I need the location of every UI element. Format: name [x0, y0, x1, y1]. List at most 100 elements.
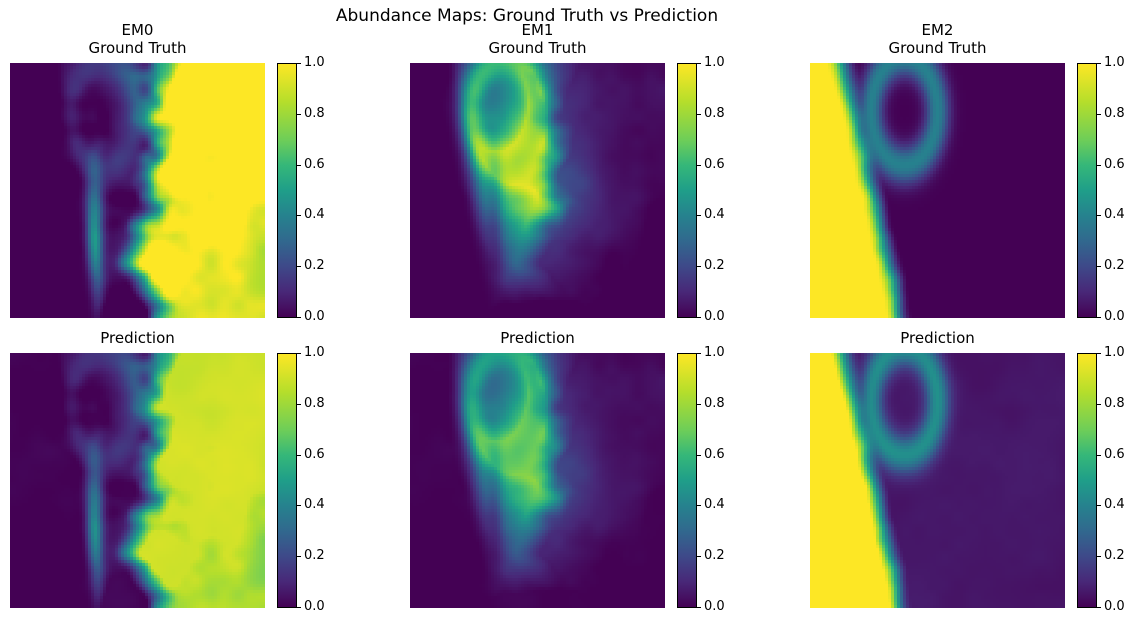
- heatmap-canvas-em2-gt: [810, 63, 1065, 318]
- colorbar-tick-em0-pred-5: [297, 353, 301, 354]
- colorbar-tick-em0-pred-0: [297, 607, 301, 608]
- colorbar-tick-em1-gt-3: [697, 165, 701, 166]
- panel-title-em1-gt-line1: Ground Truth: [488, 39, 587, 57]
- colorbar-tick-label-em2-gt-4: 0.8: [1104, 106, 1125, 121]
- colorbar-tick-label-em0-gt-1: 0.2: [304, 258, 325, 273]
- colorbar-tick-label-em1-gt-1: 0.2: [704, 258, 725, 273]
- colorbar-tick-label-em2-pred-3: 0.6: [1104, 447, 1125, 462]
- colorbar-tick-em2-pred-4: [1097, 404, 1101, 405]
- colorbar-tick-label-em2-pred-2: 0.4: [1104, 497, 1125, 512]
- colorbar-tick-label-em1-pred-5: 1.0: [704, 345, 725, 360]
- colorbar-tick-label-em0-pred-4: 0.8: [304, 396, 325, 411]
- colorbar-tick-label-em0-gt-4: 0.8: [304, 106, 325, 121]
- colorbar-em0-gt: [277, 63, 297, 318]
- colorbar-tick-label-em1-pred-3: 0.6: [704, 447, 725, 462]
- colorbar-tick-em1-pred-5: [697, 353, 701, 354]
- colorbar-tick-label-em0-pred-5: 1.0: [304, 345, 325, 360]
- heatmap-canvas-em1-gt: [410, 63, 665, 318]
- heatmap-em2-gt: [810, 63, 1065, 318]
- heatmap-em0-gt: [10, 63, 265, 318]
- heatmap-em1-gt: [410, 63, 665, 318]
- colorbar-em2-gt: [1077, 63, 1097, 318]
- colorbar-tick-em2-pred-3: [1097, 455, 1101, 456]
- colorbar-tick-em1-gt-4: [697, 114, 701, 115]
- colorbar-tick-em2-pred-1: [1097, 556, 1101, 557]
- colorbar-tick-em2-gt-4: [1097, 114, 1101, 115]
- heatmap-em0-pred: [10, 353, 265, 608]
- colorbar-tick-em1-pred-4: [697, 404, 701, 405]
- colorbar-em2-pred: [1077, 353, 1097, 608]
- colorbar-tick-em1-gt-5: [697, 63, 701, 64]
- colorbar-tick-label-em1-pred-2: 0.4: [704, 497, 725, 512]
- colorbar-em0-pred: [277, 353, 297, 608]
- heatmap-em1-pred: [410, 353, 665, 608]
- heatmap-canvas-em0-gt: [10, 63, 265, 318]
- panel-title-em2-gt-line0: EM2: [921, 21, 954, 39]
- heatmap-canvas-em0-pred: [10, 353, 265, 608]
- colorbar-tick-label-em2-pred-0: 0.0: [1104, 599, 1125, 614]
- colorbar-tick-em0-gt-5: [297, 63, 301, 64]
- colorbar-tick-label-em1-gt-2: 0.4: [704, 207, 725, 222]
- panel-title-em0-gt-line0: EM0: [121, 21, 154, 39]
- colorbar-tick-label-em0-gt-2: 0.4: [304, 207, 325, 222]
- colorbar-tick-em2-gt-0: [1097, 317, 1101, 318]
- colorbar-tick-label-em2-gt-3: 0.6: [1104, 157, 1125, 172]
- colorbar-tick-em1-gt-1: [697, 266, 701, 267]
- colorbar-tick-label-em0-gt-0: 0.0: [304, 309, 325, 324]
- colorbar-tick-em0-pred-2: [297, 505, 301, 506]
- figure-title: Abundance Maps: Ground Truth vs Predicti…: [335, 6, 719, 26]
- colorbar-tick-em2-gt-2: [1097, 215, 1101, 216]
- colorbar-tick-label-em1-pred-1: 0.2: [704, 548, 725, 563]
- colorbar-tick-label-em1-pred-4: 0.8: [704, 396, 725, 411]
- colorbar-tick-em0-pred-4: [297, 404, 301, 405]
- colorbar-tick-label-em1-gt-3: 0.6: [704, 157, 725, 172]
- colorbar-tick-label-em2-gt-1: 0.2: [1104, 258, 1125, 273]
- panel-title-em1-pred: Prediction: [500, 329, 575, 347]
- colorbar-tick-em0-pred-3: [297, 455, 301, 456]
- colorbar-tick-label-em2-pred-5: 1.0: [1104, 345, 1125, 360]
- heatmap-em2-pred: [810, 353, 1065, 608]
- panel-title-em1-gt-line0: EM1: [521, 21, 554, 39]
- panel-title-em0-gt-line1: Ground Truth: [88, 39, 187, 57]
- colorbar-tick-label-em0-pred-0: 0.0: [304, 599, 325, 614]
- colorbar-tick-em1-gt-2: [697, 215, 701, 216]
- colorbar-tick-em0-gt-1: [297, 266, 301, 267]
- colorbar-tick-em2-pred-0: [1097, 607, 1101, 608]
- panel-title-em2-pred: Prediction: [900, 329, 975, 347]
- colorbar-em1-pred: [677, 353, 697, 608]
- colorbar-tick-label-em2-pred-4: 0.8: [1104, 396, 1125, 411]
- colorbar-tick-em2-gt-3: [1097, 165, 1101, 166]
- colorbar-tick-label-em2-gt-2: 0.4: [1104, 207, 1125, 222]
- panel-title-em0-pred: Prediction: [100, 329, 175, 347]
- colorbar-tick-em0-pred-1: [297, 556, 301, 557]
- colorbar-tick-em0-gt-2: [297, 215, 301, 216]
- colorbar-tick-label-em0-pred-1: 0.2: [304, 548, 325, 563]
- panel-title-em2-gt-line1: Ground Truth: [888, 39, 987, 57]
- colorbar-tick-label-em0-pred-3: 0.6: [304, 447, 325, 462]
- colorbar-tick-label-em0-gt-3: 0.6: [304, 157, 325, 172]
- colorbar-em1-gt: [677, 63, 697, 318]
- colorbar-tick-em1-pred-1: [697, 556, 701, 557]
- colorbar-tick-em0-gt-0: [297, 317, 301, 318]
- colorbar-tick-em1-pred-2: [697, 505, 701, 506]
- colorbar-tick-label-em2-pred-1: 0.2: [1104, 548, 1125, 563]
- colorbar-tick-label-em1-gt-4: 0.8: [704, 106, 725, 121]
- heatmap-canvas-em2-pred: [810, 353, 1065, 608]
- colorbar-tick-em2-gt-1: [1097, 266, 1101, 267]
- colorbar-tick-label-em2-gt-5: 1.0: [1104, 55, 1125, 70]
- colorbar-tick-em1-gt-0: [697, 317, 701, 318]
- colorbar-tick-label-em0-pred-2: 0.4: [304, 497, 325, 512]
- colorbar-tick-label-em0-gt-5: 1.0: [304, 55, 325, 70]
- colorbar-tick-label-em1-gt-0: 0.0: [704, 309, 725, 324]
- colorbar-tick-label-em1-pred-0: 0.0: [704, 599, 725, 614]
- colorbar-tick-em2-pred-5: [1097, 353, 1101, 354]
- colorbar-tick-label-em1-gt-5: 1.0: [704, 55, 725, 70]
- colorbar-tick-em0-gt-3: [297, 165, 301, 166]
- colorbar-tick-em1-pred-0: [697, 607, 701, 608]
- heatmap-canvas-em1-pred: [410, 353, 665, 608]
- colorbar-tick-em2-gt-5: [1097, 63, 1101, 64]
- colorbar-tick-em2-pred-2: [1097, 505, 1101, 506]
- colorbar-tick-label-em2-gt-0: 0.0: [1104, 309, 1125, 324]
- colorbar-tick-em0-gt-4: [297, 114, 301, 115]
- colorbar-tick-em1-pred-3: [697, 455, 701, 456]
